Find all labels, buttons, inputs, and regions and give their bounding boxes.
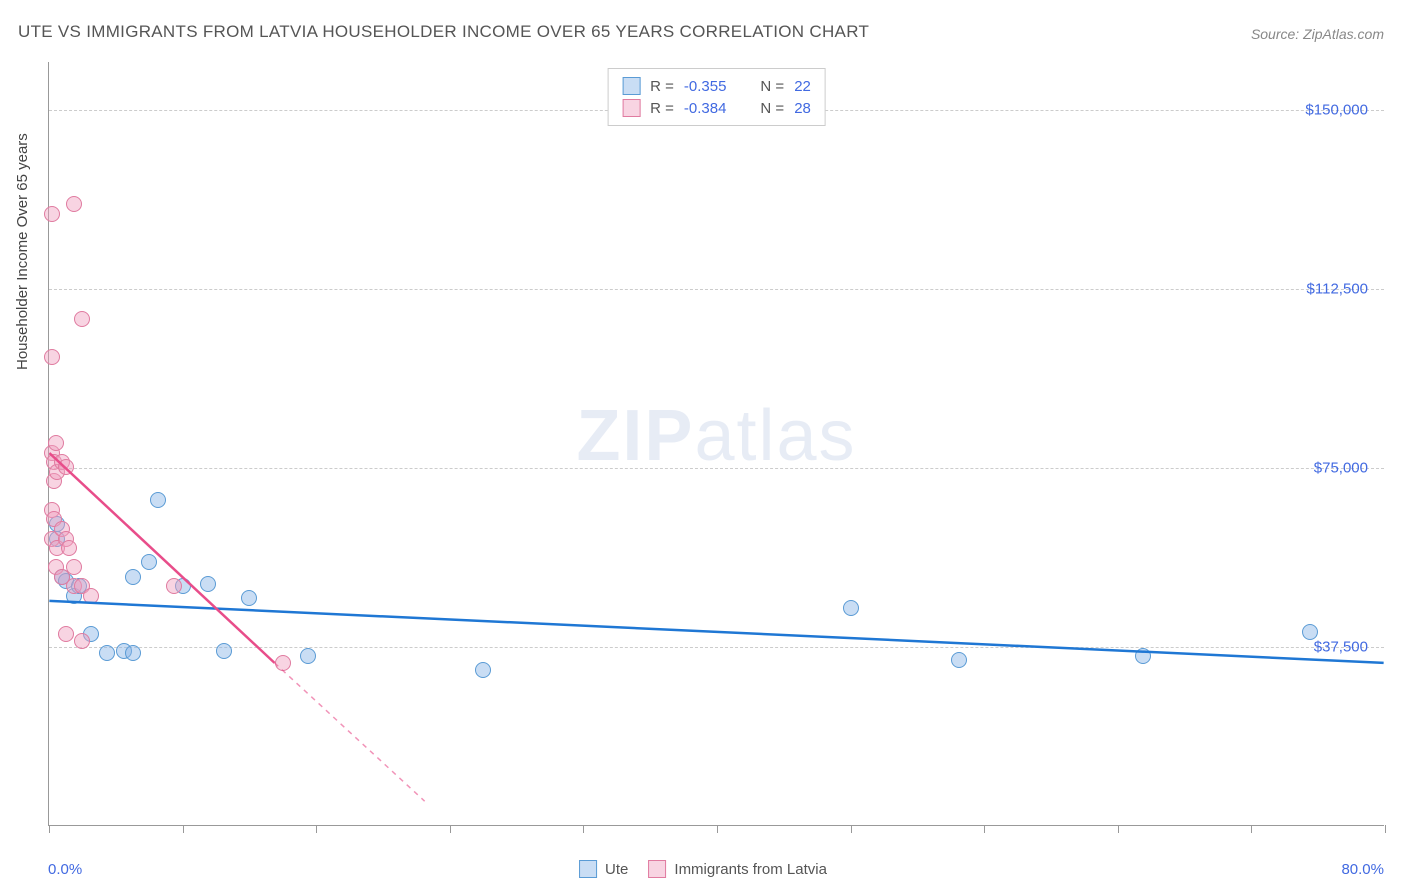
x-axis-max-label: 80.0% [1341,861,1384,878]
data-point [125,569,141,585]
data-point [44,349,60,365]
x-tick [1385,825,1386,833]
source-attribution: Source: ZipAtlas.com [1251,26,1384,42]
y-tick-label: $37,500 [1314,638,1368,655]
x-tick [984,825,985,833]
legend-swatch [648,860,666,878]
data-point [951,652,967,668]
n-label: N = [760,78,784,95]
legend-label: Ute [605,861,628,878]
watermark: ZIPatlas [576,394,856,476]
data-point [241,590,257,606]
legend-item: Immigrants from Latvia [648,860,827,878]
data-point [300,648,316,664]
x-tick [717,825,718,833]
series-legend: Ute Immigrants from Latvia [579,860,827,878]
data-point [150,492,166,508]
data-point [125,645,141,661]
x-tick [851,825,852,833]
r-label: R = [650,100,674,117]
n-label: N = [760,100,784,117]
x-tick [583,825,584,833]
x-tick [450,825,451,833]
data-point [61,540,77,556]
legend-swatch [622,77,640,95]
data-point [74,311,90,327]
x-tick [49,825,50,833]
r-label: R = [650,78,674,95]
data-point [44,206,60,222]
x-tick [183,825,184,833]
r-value: -0.355 [684,78,727,95]
legend-swatch [622,99,640,117]
data-point [74,633,90,649]
data-point [141,554,157,570]
data-point [66,196,82,212]
n-value: 22 [794,78,811,95]
legend-item: Ute [579,860,628,878]
gridline [49,647,1384,648]
x-tick [316,825,317,833]
data-point [48,435,64,451]
data-point [275,655,291,671]
data-point [58,626,74,642]
data-point [475,662,491,678]
legend-row: R = -0.355 N = 22 [622,75,811,97]
data-point [66,559,82,575]
data-point [216,643,232,659]
n-value: 28 [794,100,811,117]
data-point [200,576,216,592]
r-value: -0.384 [684,100,727,117]
gridline [49,289,1384,290]
plot-area: ZIPatlas R = -0.355 N = 22 R = -0.384 N = 2… [48,62,1384,826]
data-point [99,645,115,661]
y-tick-label: $150,000 [1305,101,1368,118]
legend-row: R = -0.384 N = 28 [622,97,811,119]
legend-swatch [579,860,597,878]
y-tick-label: $75,000 [1314,459,1368,476]
data-point [58,459,74,475]
watermark-light: atlas [694,395,856,475]
data-point [843,600,859,616]
x-axis-min-label: 0.0% [48,861,82,878]
data-point [166,578,182,594]
y-axis-label: Householder Income Over 65 years [14,133,31,370]
chart-title: UTE VS IMMIGRANTS FROM LATVIA HOUSEHOLDE… [18,22,869,42]
data-point [1135,648,1151,664]
data-point [83,588,99,604]
y-tick-label: $112,500 [1307,280,1368,297]
data-point [1302,624,1318,640]
correlation-legend: R = -0.355 N = 22 R = -0.384 N = 28 [607,68,826,126]
trend-lines-layer [49,62,1384,825]
x-tick [1118,825,1119,833]
legend-label: Immigrants from Latvia [674,861,827,878]
x-tick [1251,825,1252,833]
gridline [49,468,1384,469]
watermark-bold: ZIP [576,395,694,475]
